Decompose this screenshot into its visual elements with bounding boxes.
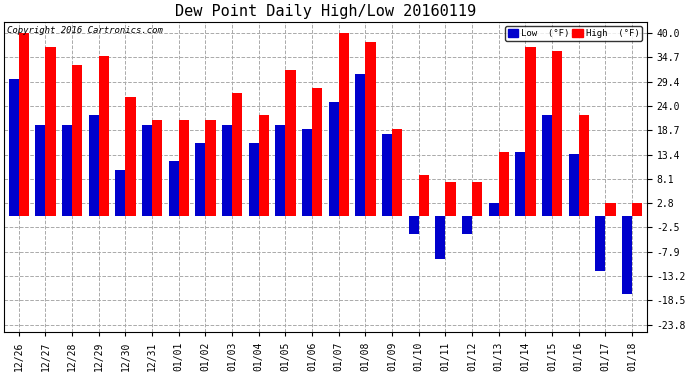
Bar <box>569 154 579 216</box>
Bar <box>35 124 46 216</box>
Bar <box>179 120 189 216</box>
Bar <box>89 116 99 216</box>
Bar <box>632 203 642 216</box>
Bar <box>499 152 509 216</box>
Bar <box>142 124 152 216</box>
Bar <box>579 116 589 216</box>
Bar <box>595 216 605 271</box>
Bar <box>9 79 19 216</box>
Bar <box>152 120 162 216</box>
Bar <box>515 152 525 216</box>
Bar <box>62 124 72 216</box>
Bar <box>472 182 482 216</box>
Bar <box>419 175 429 216</box>
Bar <box>446 182 455 216</box>
Bar <box>232 93 242 216</box>
Bar <box>248 143 259 216</box>
Bar <box>382 134 392 216</box>
Bar <box>605 203 615 216</box>
Title: Dew Point Daily High/Low 20160119: Dew Point Daily High/Low 20160119 <box>175 4 476 19</box>
Bar <box>489 203 499 216</box>
Bar <box>115 170 126 216</box>
Bar <box>622 216 632 294</box>
Text: Copyright 2016 Cartronics.com: Copyright 2016 Cartronics.com <box>8 26 164 35</box>
Bar <box>72 65 82 216</box>
Bar <box>222 124 232 216</box>
Bar <box>46 47 56 216</box>
Bar <box>275 124 286 216</box>
Bar <box>355 74 366 216</box>
Bar <box>126 97 136 216</box>
Bar <box>286 70 295 216</box>
Bar <box>302 129 312 216</box>
Bar <box>99 56 109 216</box>
Bar <box>435 216 446 260</box>
Bar <box>392 129 402 216</box>
Bar <box>206 120 215 216</box>
Bar <box>195 143 206 216</box>
Legend: Low  (°F), High  (°F): Low (°F), High (°F) <box>505 26 642 40</box>
Bar <box>542 116 552 216</box>
Bar <box>168 161 179 216</box>
Bar <box>525 47 535 216</box>
Bar <box>339 33 349 216</box>
Bar <box>259 116 269 216</box>
Bar <box>19 33 29 216</box>
Bar <box>312 88 322 216</box>
Bar <box>552 51 562 216</box>
Bar <box>328 102 339 216</box>
Bar <box>408 216 419 234</box>
Bar <box>462 216 472 234</box>
Bar <box>366 42 375 216</box>
